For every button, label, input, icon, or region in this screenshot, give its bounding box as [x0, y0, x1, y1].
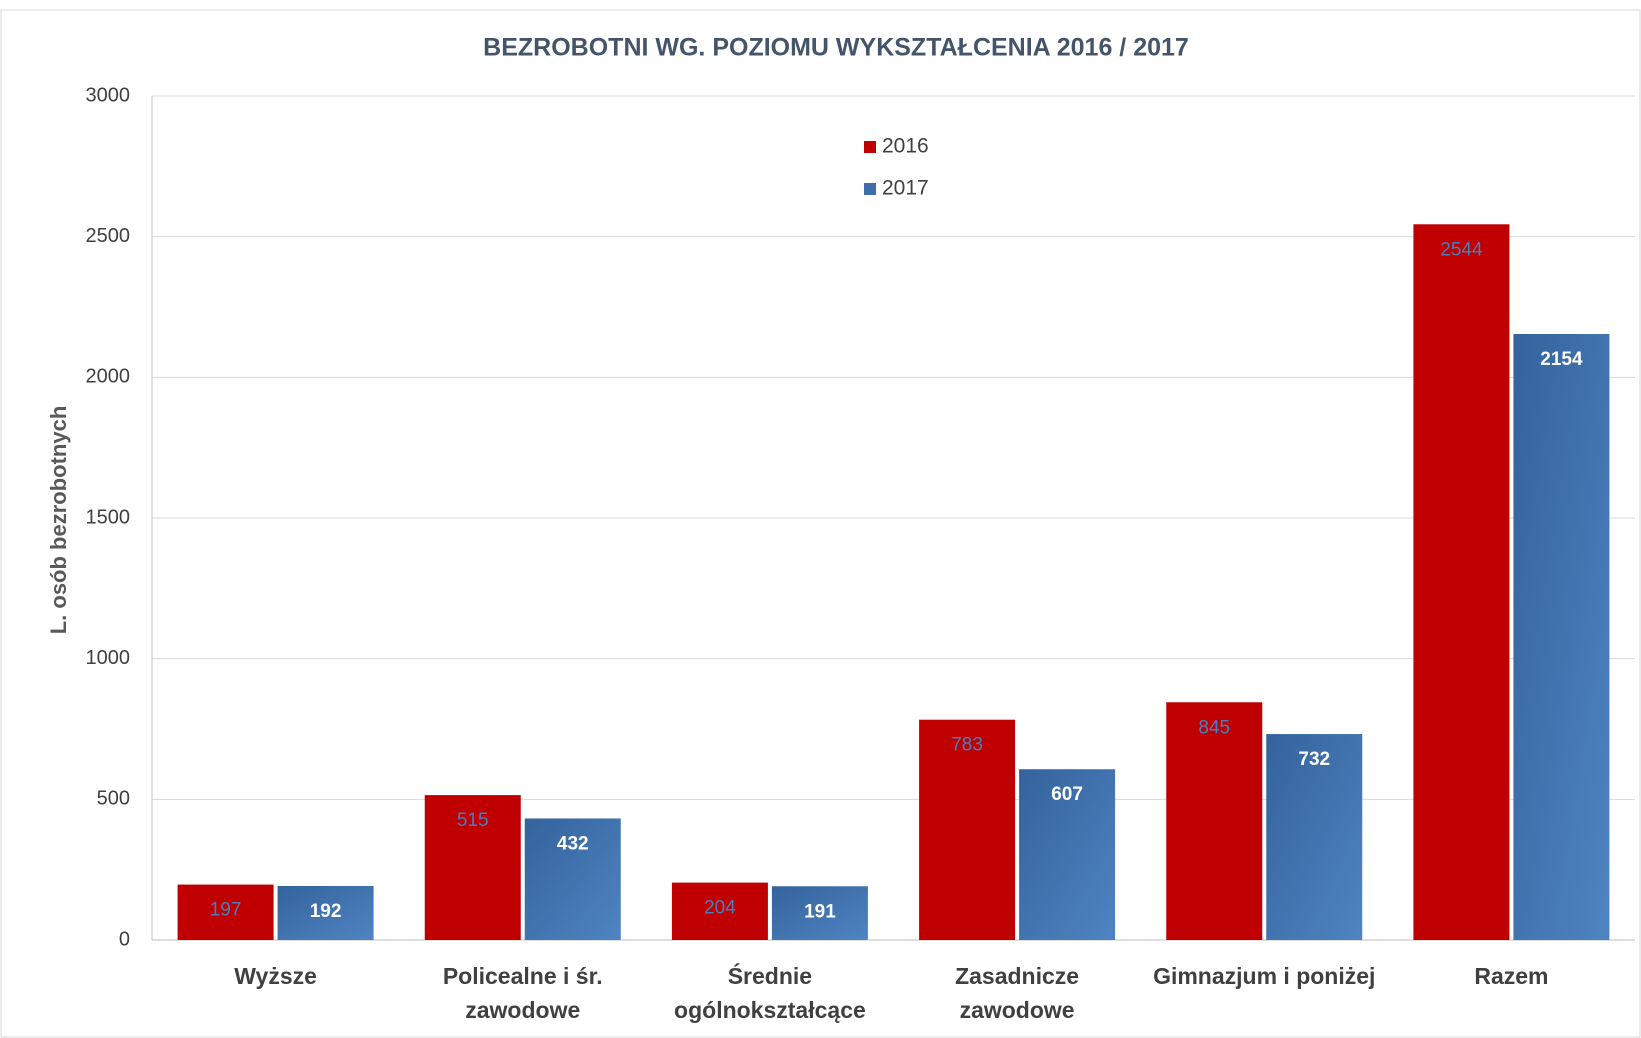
data-label: 432	[557, 833, 589, 854]
y-tick-label: 500	[97, 788, 130, 810]
data-label: 191	[804, 901, 836, 922]
bar	[424, 795, 521, 940]
data-label: 192	[310, 901, 342, 922]
bar	[524, 818, 621, 940]
data-label: 2154	[1540, 349, 1583, 370]
x-tick-line: Zasadnicze	[955, 963, 1079, 989]
legend-label: 2016	[882, 135, 929, 158]
x-tick-label: Policealne i śr. zawodowe	[443, 963, 603, 1023]
bar	[919, 719, 1016, 940]
bar	[1266, 734, 1363, 940]
x-tick-line: Policealne i śr.	[443, 963, 603, 989]
data-label: 732	[1298, 749, 1330, 770]
x-tick-label: Wyższe	[234, 963, 317, 989]
data-label: 607	[1051, 784, 1083, 805]
y-tick-label: 2500	[86, 225, 131, 247]
x-tick-label: Zasadnicze zawodowe	[955, 963, 1079, 1023]
bar	[771, 886, 868, 940]
data-label: 197	[210, 900, 242, 921]
x-tick-line: ogólnokształcące	[674, 997, 866, 1023]
bar	[177, 884, 274, 940]
x-tick-label: Gimnazjum i poniżej	[1153, 963, 1375, 989]
y-tick-label: 2000	[86, 366, 131, 388]
chart-title: BEZROBOTNI WG. POZIOMU WYKSZTAŁCENIA 201…	[483, 34, 1189, 62]
bar	[1166, 702, 1263, 940]
x-tick-line: Gimnazjum i poniżej	[1153, 963, 1375, 989]
data-label: 2544	[1440, 239, 1483, 260]
data-label: 783	[951, 735, 983, 756]
legend-label: 2017	[882, 177, 929, 200]
y-tick-label: 1000	[86, 647, 131, 669]
legend-swatch	[864, 183, 876, 195]
x-tick-line: zawodowe	[960, 997, 1075, 1023]
x-tick-line: Razem	[1474, 963, 1548, 989]
y-tick-label: 0	[119, 928, 130, 950]
y-axis-label: L. osób bezrobotnych	[46, 406, 71, 635]
data-label: 845	[1198, 717, 1230, 738]
x-tick-line: Średnie	[728, 962, 812, 989]
x-tick-line: Wyższe	[234, 963, 317, 989]
bar	[1413, 224, 1510, 941]
data-label: 515	[457, 810, 489, 831]
bar	[671, 882, 768, 940]
x-tick-label: Razem	[1474, 963, 1548, 989]
data-label: 204	[704, 898, 736, 919]
bar	[277, 885, 374, 940]
y-tick-label: 3000	[86, 84, 131, 106]
x-tick-label: Średnie ogólnokształcące	[674, 962, 866, 1023]
chart-border	[0, 9, 1641, 1038]
y-tick-label: 1500	[86, 506, 131, 528]
bar	[1019, 769, 1116, 940]
legend-swatch	[864, 141, 876, 153]
bar	[1513, 334, 1610, 940]
x-tick-line: zawodowe	[465, 997, 580, 1023]
